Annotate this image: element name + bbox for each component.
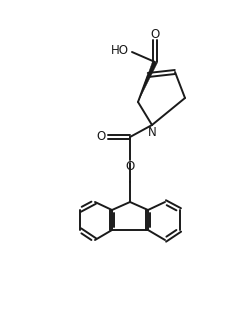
Text: N: N [148, 126, 156, 140]
Text: O: O [96, 130, 106, 144]
Polygon shape [138, 61, 157, 102]
Text: HO: HO [111, 45, 129, 57]
Text: O: O [150, 27, 160, 41]
Text: O: O [125, 160, 135, 174]
